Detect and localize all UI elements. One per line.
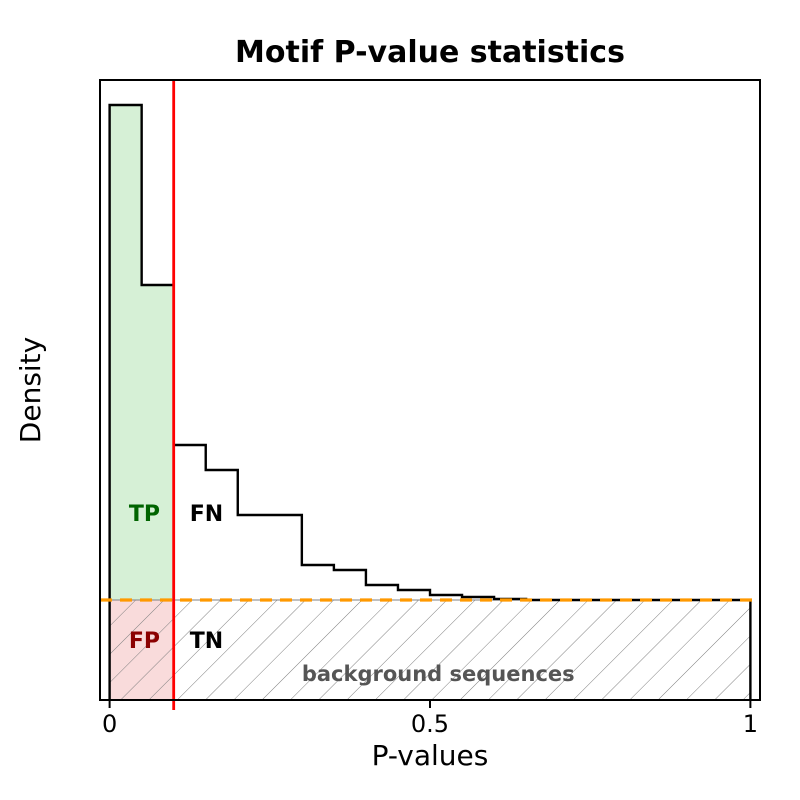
x-ticks: 00.51 xyxy=(102,700,758,738)
plot-area: 00.51 TP FN FP TN background sequences xyxy=(100,80,760,738)
x-axis-label: P-values xyxy=(372,739,489,772)
y-axis-label: Density xyxy=(14,337,47,443)
background-label: background sequences xyxy=(302,662,575,686)
x-tick-label: 1 xyxy=(743,710,758,738)
tn-label: TN xyxy=(190,629,223,654)
fp-label: FP xyxy=(129,629,160,654)
x-tick-label: 0 xyxy=(102,710,117,738)
chart-title: Motif P-value statistics xyxy=(235,35,625,70)
tp-label: TP xyxy=(129,502,160,527)
fn-label: FN xyxy=(190,502,223,527)
x-tick-label: 0.5 xyxy=(411,710,449,738)
pvalue-chart: Motif P-value statistics Density P-value… xyxy=(0,0,800,800)
